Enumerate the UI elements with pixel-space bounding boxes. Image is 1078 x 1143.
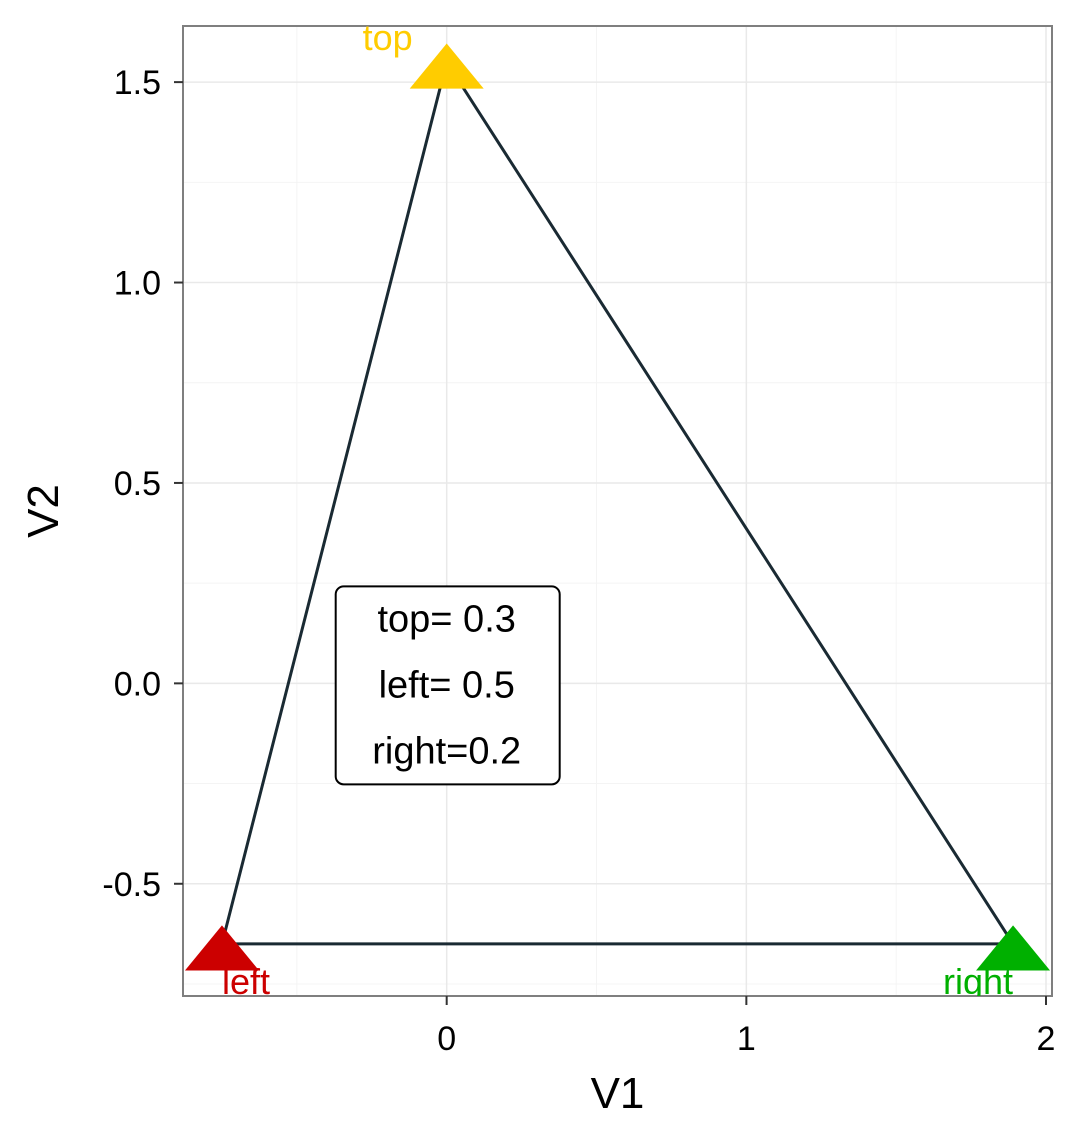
vertex-label-right: right — [943, 961, 1013, 1002]
x-axis-title: V1 — [591, 1069, 645, 1118]
major-gridlines — [183, 26, 1052, 996]
x-tick-label: 1 — [737, 1020, 756, 1058]
y-tick-label: 0.0 — [114, 665, 161, 703]
y-tick-label: -0.5 — [102, 866, 161, 904]
annotation-line: right=0.2 — [372, 730, 521, 772]
panel-border — [182, 25, 1053, 997]
annotation-line: left= 0.5 — [379, 664, 515, 706]
axis-ticks — [174, 81, 1048, 1005]
vertex-label-top: top — [363, 17, 413, 58]
x-tick-label: 0 — [437, 1020, 456, 1058]
vertex-marker-right — [976, 925, 1051, 971]
vertex-marker-left — [184, 925, 259, 971]
triangle-path-line — [220, 61, 1016, 946]
proportion-annotation: top= 0.3 left= 0.5 right=0.2 — [334, 585, 561, 786]
annotation-line: top= 0.3 — [377, 598, 515, 640]
y-axis-title: V2 — [19, 484, 68, 538]
annotation-box — [334, 585, 561, 786]
y-tick-label: 1.5 — [114, 64, 161, 102]
y-tick-label: 1.0 — [114, 265, 161, 303]
x-tick-label: 2 — [1037, 1020, 1056, 1058]
tick-labels: 0 1 2 -0.5 0.0 0.5 1.0 1.5 — [102, 64, 1055, 1058]
vertex-marker-top — [409, 43, 484, 89]
y-tick-label: 0.5 — [114, 465, 161, 503]
vertex-label-left: left — [222, 961, 270, 1002]
vertex-markers: top left right — [184, 17, 1051, 1002]
minor-gridlines — [183, 26, 1052, 996]
